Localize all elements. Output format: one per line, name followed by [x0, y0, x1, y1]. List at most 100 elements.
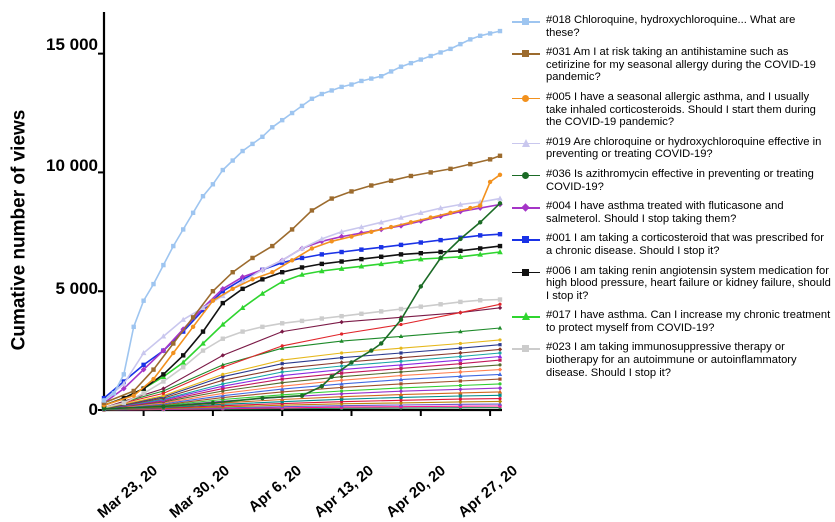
data-point: [200, 340, 206, 346]
data-point: [141, 391, 146, 396]
data-point: [359, 247, 364, 252]
data-point: [181, 353, 186, 358]
data-point: [121, 385, 127, 392]
data-point: [497, 325, 503, 330]
data-point: [280, 386, 285, 391]
data-point: [388, 178, 394, 183]
data-point: [280, 384, 285, 389]
series-line: [103, 202, 501, 410]
data-point: [319, 384, 324, 389]
legend-item: #017 I have asthma. Can I increase my ch…: [510, 309, 832, 334]
data-point: [359, 78, 364, 84]
data-point: [221, 375, 225, 379]
legend-item: #005 I have a seasonal allergic asthma, …: [510, 91, 832, 129]
data-point: [498, 382, 502, 386]
data-point: [498, 338, 502, 342]
data-point: [210, 400, 216, 406]
legend-triangle-marker-icon: [512, 138, 540, 148]
data-point: [468, 205, 473, 211]
data-point: [190, 315, 196, 320]
data-point: [438, 255, 443, 261]
legend-item: #036 Is azithromycin effective in preven…: [510, 168, 832, 193]
data-point: [181, 365, 186, 370]
data-point: [398, 258, 404, 264]
series-line: [103, 373, 501, 410]
data-point: [160, 347, 167, 354]
data-point: [458, 357, 463, 362]
data-point: [369, 229, 374, 235]
data-point: [458, 41, 463, 47]
data-point: [418, 240, 423, 245]
data-point: [497, 305, 503, 311]
data-point: [161, 391, 165, 395]
data-point: [200, 329, 206, 334]
data-point: [398, 392, 404, 397]
data-point: [399, 395, 403, 400]
data-point: [369, 348, 374, 353]
data-point: [161, 372, 166, 377]
data-point: [181, 227, 186, 232]
data-point: [468, 37, 473, 42]
data-point: [210, 289, 216, 294]
data-point: [497, 153, 503, 158]
data-point: [260, 395, 265, 401]
data-point: [437, 205, 444, 211]
data-point: [458, 379, 462, 383]
data-point: [497, 367, 503, 372]
data-point: [458, 387, 463, 392]
data-point: [299, 393, 305, 398]
data-point: [340, 351, 344, 355]
data-point: [458, 354, 462, 359]
data-point: [200, 348, 206, 353]
data-point: [399, 382, 403, 386]
data-point: [280, 329, 285, 334]
data-point: [141, 298, 146, 303]
legend: #018 Chloroquine, hydroxychloroquine... …: [510, 14, 832, 386]
data-point: [478, 33, 483, 39]
data-point: [309, 96, 315, 101]
data-point: [458, 329, 463, 334]
data-point: [259, 266, 266, 273]
data-point: [221, 382, 225, 386]
data-point: [340, 371, 344, 375]
data-point: [497, 243, 503, 249]
data-point: [398, 355, 404, 360]
data-point: [497, 399, 503, 404]
data-point: [458, 397, 462, 401]
data-point: [340, 397, 344, 401]
data-point: [497, 347, 503, 352]
data-point: [498, 404, 502, 408]
series-line: [103, 369, 501, 410]
data-point: [448, 46, 453, 52]
data-point: [478, 246, 483, 251]
legend-label: #005 I have a seasonal allergic asthma, …: [546, 90, 816, 129]
series-line: [103, 174, 501, 406]
data-point: [399, 346, 403, 350]
data-point: [221, 365, 225, 369]
data-point: [101, 398, 107, 403]
data-point: [458, 404, 462, 408]
data-point: [418, 284, 423, 289]
data-point: [340, 375, 344, 379]
data-point: [340, 332, 344, 336]
legend-item: #019 Are chloroquine or hydroxychloroqui…: [510, 136, 832, 161]
data-point: [478, 298, 483, 303]
data-point: [329, 374, 334, 379]
series-line: [103, 348, 501, 410]
data-point: [299, 103, 305, 109]
data-point: [428, 215, 433, 220]
data-point: [299, 265, 305, 270]
data-point: [369, 76, 374, 81]
series-line: [103, 307, 501, 409]
data-point: [230, 158, 235, 163]
data-point: [398, 400, 404, 406]
data-point: [280, 373, 285, 378]
data-point: [458, 362, 462, 366]
data-point: [190, 210, 196, 216]
data-point: [180, 316, 186, 322]
data-point: [497, 401, 503, 406]
data-point: [468, 161, 473, 167]
data-point: [349, 82, 354, 87]
data-point: [280, 393, 284, 397]
data-point: [458, 236, 463, 242]
